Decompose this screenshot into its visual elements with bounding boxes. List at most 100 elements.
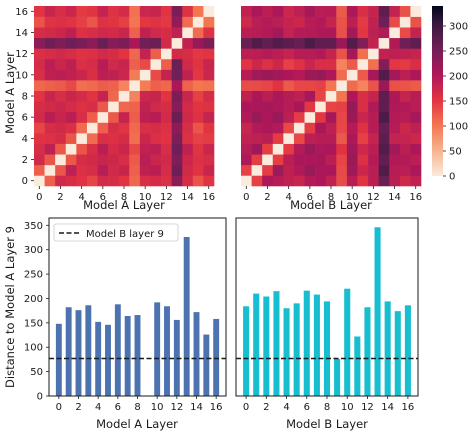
heatmap-cell [86, 133, 98, 144]
heatmap-cell [241, 164, 252, 176]
heatmap-cell [272, 154, 284, 166]
heatmap-cell [55, 122, 67, 134]
heatmap-cell [251, 143, 263, 155]
heatmap-cell [304, 111, 316, 123]
heatmap-cell [336, 6, 348, 17]
heatmap-cell [293, 48, 305, 60]
heatmap-cell [97, 6, 109, 17]
heatmap-cell [108, 101, 120, 113]
heatmap-cell [336, 69, 348, 81]
heatmap-cell [346, 16, 358, 28]
heatmap-cell [76, 80, 88, 92]
heatmap-cell [283, 6, 295, 17]
y-tick-label: 250 [24, 270, 43, 281]
heatmap-cell [150, 143, 162, 155]
heatmap-cell [65, 133, 77, 144]
heatmap-cell [150, 16, 162, 28]
heatmap-cell [357, 80, 369, 92]
heatmap-cell [399, 16, 411, 28]
heatmap-cell [357, 69, 369, 81]
bar [404, 305, 411, 396]
heatmap-cell [161, 58, 172, 70]
heatmap-cell [97, 143, 109, 155]
heatmap-cell [171, 175, 183, 187]
heatmap-cell [97, 48, 109, 60]
heatmap-cell [139, 164, 151, 176]
heatmap-cell [272, 133, 284, 144]
heatmap-cell [44, 111, 56, 123]
heatmap-cell [97, 133, 109, 144]
heatmap-cell [357, 111, 369, 123]
heatmap-cell [357, 37, 369, 49]
heatmap-cell [171, 69, 183, 81]
heatmap-cell [357, 58, 369, 70]
y-tick-label: 4 [22, 134, 28, 145]
heatmap-cell [346, 111, 358, 123]
heatmap-cell [357, 154, 369, 166]
heatmap-cell [203, 164, 215, 176]
heatmap-cell [203, 143, 215, 155]
heatmap-cell [182, 27, 194, 39]
heatmap-cell [378, 48, 390, 60]
x-tick-label: 12 [160, 192, 173, 203]
heatmap-cell [76, 122, 88, 134]
heatmap-cell [304, 143, 316, 155]
heatmap-cell [161, 122, 172, 134]
heatmap-cell [86, 90, 98, 102]
y-tick-label: 300 [24, 245, 43, 256]
heatmap-cell [368, 175, 379, 187]
heatmap-cell [129, 6, 141, 17]
heatmap-cell [304, 154, 316, 166]
heatmap-cell [97, 122, 109, 134]
heatmap-cell [368, 111, 379, 123]
heatmap-cell [150, 58, 162, 70]
heatmap-cell [378, 37, 390, 49]
heatmap-cell [262, 37, 274, 49]
heatmap-cell [293, 122, 305, 134]
heatmap-cell [129, 164, 141, 176]
colorbar-gradient [432, 6, 443, 176]
heatmap-cell [44, 27, 56, 39]
heatmap-cell [55, 101, 67, 113]
heatmap-cell [65, 80, 77, 92]
heatmap-cell [108, 48, 120, 60]
heatmap-cell [399, 37, 411, 49]
heatmap-cell [315, 154, 327, 166]
heatmap-cell [293, 101, 305, 113]
bar-a-yticks: 0 50 100 150 200 250 300 350 [24, 221, 49, 403]
heatmap-cell [410, 122, 422, 134]
heatmap-cell [192, 69, 204, 81]
heatmap-cell [378, 80, 390, 92]
heatmap-cell [150, 6, 162, 17]
heatmap-cell [241, 154, 252, 166]
heatmap-cell [262, 80, 274, 92]
heatmap-cell [44, 143, 56, 155]
heatmap-cell [108, 27, 120, 39]
heatmap-cell [118, 101, 130, 113]
heatmap-cell [34, 111, 45, 123]
heatmap-cell [76, 48, 88, 60]
heatmap-cell [283, 133, 295, 144]
x-tick-label: 8 [328, 192, 334, 203]
heatmap-cell [368, 37, 379, 49]
heatmap-cell [86, 111, 98, 123]
heatmap-cell [203, 37, 215, 49]
heatmap-cell [399, 90, 411, 102]
heatmap-cell [336, 175, 348, 187]
heatmap-cell [293, 143, 305, 155]
heatmap-cell [65, 27, 77, 39]
heatmap-cell [346, 69, 358, 81]
heatmap-cell [192, 90, 204, 102]
heatmap-cell [86, 122, 98, 134]
heatmap-cell [389, 16, 401, 28]
heatmap-cell [44, 90, 56, 102]
heatmap-cell [399, 27, 411, 39]
heatmap-cell [357, 48, 369, 60]
bar [134, 315, 141, 396]
heatmap-cell [315, 80, 327, 92]
heatmap-cell [315, 122, 327, 134]
heatmap-cell [304, 101, 316, 113]
heatmap-cell [118, 27, 130, 39]
heatmap-cell [65, 69, 77, 81]
heatmap-cell [293, 175, 305, 187]
